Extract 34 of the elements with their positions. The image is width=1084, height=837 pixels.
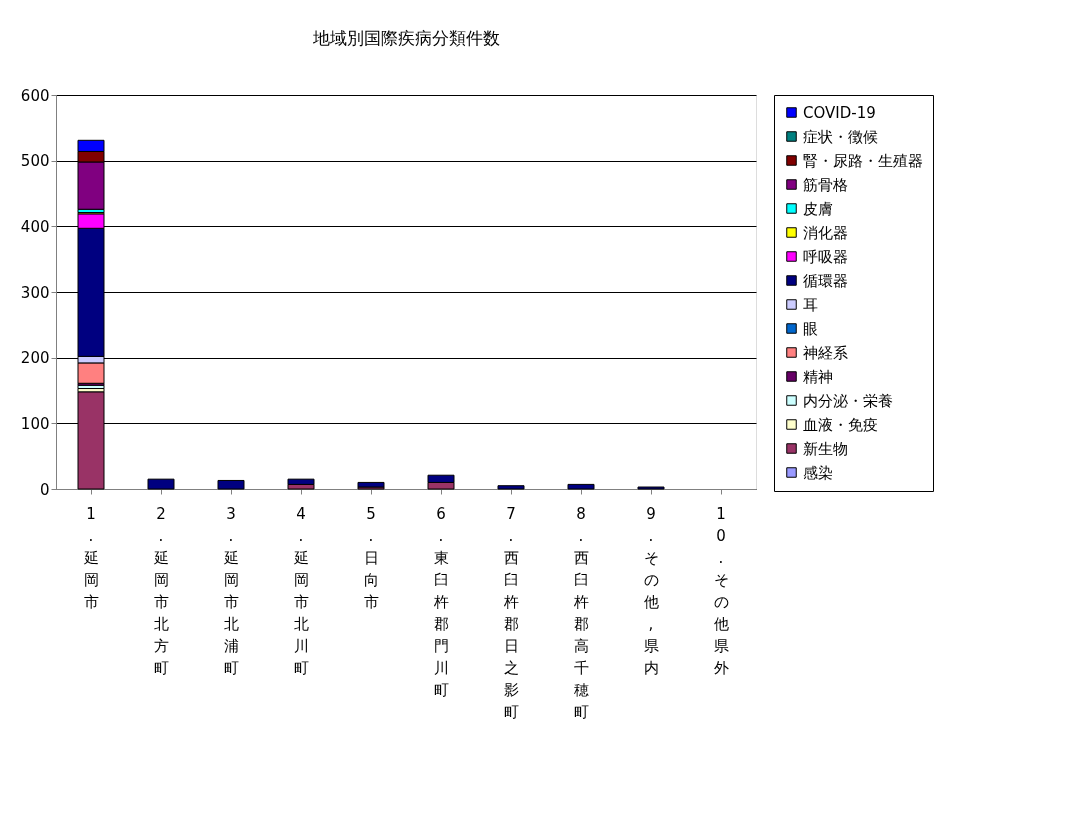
x-tick-label: 10.その他県外 xyxy=(713,504,729,677)
legend-label: 消化器 xyxy=(803,223,848,242)
legend-label: 呼吸器 xyxy=(803,247,848,266)
legend-label: 新生物 xyxy=(803,439,848,458)
category-label: 6.東臼杵郡門川町 xyxy=(433,504,449,699)
y-tick-label: 500 xyxy=(20,152,50,171)
legend-label: 筋骨格 xyxy=(803,175,848,194)
x-tick-label: 4.延岡市北川町 xyxy=(292,504,309,677)
y-tick-label: 400 xyxy=(20,217,50,236)
x-tick-label: 9.その他,県内 xyxy=(643,504,659,677)
legend-label: COVID-19 xyxy=(803,103,876,122)
legend-label: 耳 xyxy=(803,295,818,314)
legend-label: 眼 xyxy=(803,319,818,338)
legend-label: 循環器 xyxy=(803,271,848,290)
category-label: 8.西臼杵郡高千穂町 xyxy=(573,504,589,721)
legend-label: 内分泌・栄養 xyxy=(803,391,893,410)
legend-label: 血液・免疫 xyxy=(803,415,878,434)
legend-label: 皮膚 xyxy=(803,199,833,218)
y-tick-label: 0 xyxy=(39,480,50,499)
x-tick-label: 5.日向市 xyxy=(363,504,379,611)
y-tick-label: 600 xyxy=(20,86,50,105)
x-tick-label: 3.延岡市北浦町 xyxy=(222,504,239,677)
legend-label: 腎・尿路・生殖器 xyxy=(803,151,923,170)
chart-title: 地域別国際疾病分類件数 xyxy=(311,28,500,48)
legend-label: 精神 xyxy=(803,367,833,386)
x-tick-label: 2.延岡市北方町 xyxy=(152,504,169,677)
x-tick-label: 1.延岡市 xyxy=(82,504,99,611)
y-tick-label: 200 xyxy=(20,349,50,368)
y-tick-label: 300 xyxy=(20,283,50,302)
y-tick-label: 100 xyxy=(20,414,50,433)
legend-label: 症状・徴候 xyxy=(803,127,878,146)
legend-label: 感染 xyxy=(803,463,833,482)
category-label: 7.西臼杵郡日之影町 xyxy=(503,504,519,721)
legend-label: 神経系 xyxy=(803,343,848,362)
